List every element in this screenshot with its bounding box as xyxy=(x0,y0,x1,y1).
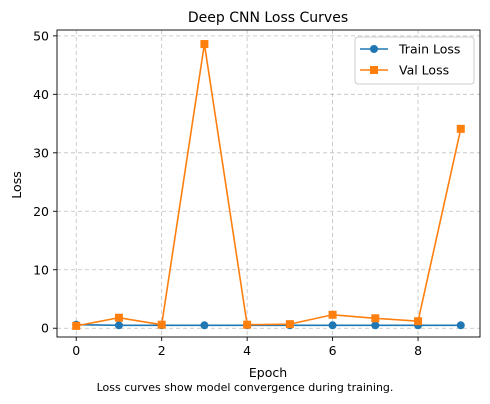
x-tick-label: 4 xyxy=(243,343,251,358)
data-point-train-loss xyxy=(456,321,465,330)
data-point-val-loss xyxy=(72,321,81,330)
y-tick-label: 20 xyxy=(33,204,49,219)
x-axis-label: Epoch xyxy=(249,365,287,380)
series-line-val-loss xyxy=(76,43,462,327)
chart-caption: Loss curves show model convergence durin… xyxy=(97,381,394,394)
data-point-val-loss xyxy=(371,314,380,323)
y-axis-label: Loss xyxy=(9,171,24,198)
series-line-train-loss xyxy=(76,323,461,327)
data-point-val-loss xyxy=(114,313,123,322)
x-tick-label: 0 xyxy=(72,343,80,358)
grid-layer xyxy=(57,30,480,337)
data-point-val-loss xyxy=(328,310,337,319)
x-tick-label: 8 xyxy=(414,343,422,358)
x-tick-label: 6 xyxy=(329,343,337,358)
data-point-val-loss xyxy=(200,40,209,49)
y-tick-label: 30 xyxy=(33,145,49,160)
y-tick-label: 0 xyxy=(41,321,49,336)
data-point-val-loss xyxy=(243,320,252,329)
legend-marker-train-loss xyxy=(370,45,378,53)
legend-label-train-loss: Train Loss xyxy=(398,42,460,57)
series-layer xyxy=(72,40,465,330)
data-point-val-loss xyxy=(285,320,294,329)
y-tick-label: 40 xyxy=(33,87,49,102)
y-tick-label: 10 xyxy=(33,262,49,277)
data-point-val-loss xyxy=(414,317,423,326)
x-tick-label: 2 xyxy=(158,343,166,358)
chart-title: Deep CNN Loss Curves xyxy=(188,10,348,26)
tick-layer: 0 2 4 6 8 0 10 20 30 40 50 xyxy=(33,28,422,358)
legend-label-val-loss: Val Loss xyxy=(399,63,449,78)
y-tick-label: 50 xyxy=(33,28,49,43)
data-point-val-loss xyxy=(157,320,166,329)
data-point-train-loss xyxy=(200,321,209,330)
data-point-train-loss xyxy=(328,321,337,330)
plot-frame xyxy=(56,29,481,338)
data-point-train-loss xyxy=(114,321,123,330)
legend-marker-val-loss xyxy=(370,66,378,74)
data-point-train-loss xyxy=(371,321,380,330)
data-point-val-loss xyxy=(456,124,465,133)
legend: Train Loss Val Loss xyxy=(354,36,475,85)
